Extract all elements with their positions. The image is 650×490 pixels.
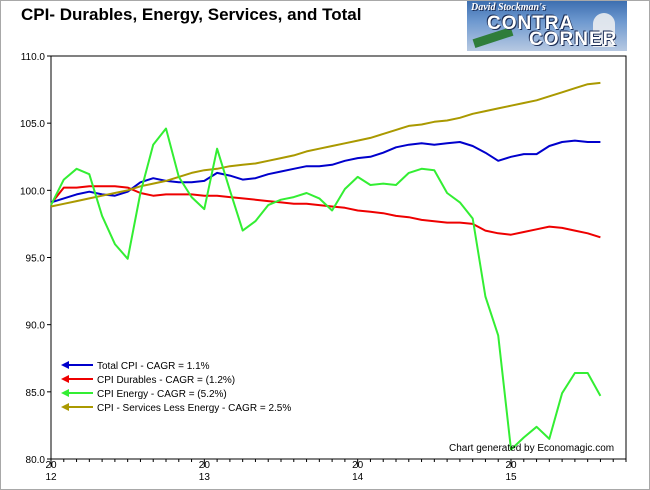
contra-corner-logo: David Stockman's CONTRA CORNER — [467, 1, 627, 51]
chart-title: CPI- Durables, Energy, Services, and Tot… — [21, 5, 362, 24]
legend-label-0: Total CPI - CAGR = 1.1% — [97, 361, 210, 372]
legend: Total CPI - CAGR = 1.1% CPI Durables - CA… — [61, 361, 291, 414]
legend-label-2: CPI Energy - CAGR = (5.2%) — [97, 389, 227, 400]
capitol-dome-icon — [593, 13, 615, 47]
x-tick-label-top: 20 — [45, 460, 57, 471]
logo-line1: CONTRA — [487, 13, 575, 34]
legend-arrow-icon — [61, 361, 69, 369]
x-tick-label-top: 20 — [352, 460, 364, 471]
y-axis: 80.0 85.0 90.0 95.0 100.0 105.0 110.0 — [20, 52, 51, 466]
y-tick-label: 80.0 — [26, 455, 46, 466]
legend-label-1: CPI Durables - CAGR = (1.2%) — [97, 375, 235, 386]
legend-label-3: CPI - Services Less Energy - CAGR = 2.5% — [97, 403, 291, 414]
y-tick-label: 95.0 — [26, 254, 46, 265]
y-tick-label: 85.0 — [26, 388, 46, 399]
y-tick-label: 105.0 — [20, 119, 45, 130]
y-tick-label: 90.0 — [26, 321, 46, 332]
plot-area — [50, 55, 627, 460]
x-tick-label-bottom: 12 — [45, 472, 57, 483]
x-tick-label-bottom: 13 — [199, 472, 211, 483]
y-tick-label: 110.0 — [21, 52, 46, 63]
legend-arrow-icon — [61, 389, 69, 397]
chart-credit: Chart generated by Economagic.com — [449, 443, 614, 454]
y-tick-label: 100.0 — [20, 186, 45, 197]
x-tick-label-top: 20 — [505, 460, 517, 471]
x-tick-label-bottom: 15 — [505, 472, 517, 483]
logo-top-text: David Stockman's — [471, 2, 546, 13]
legend-arrow-icon — [61, 375, 69, 383]
legend-arrow-icon — [61, 403, 69, 411]
x-tick-label-top: 20 — [199, 460, 211, 471]
x-tick-label-bottom: 14 — [352, 472, 364, 483]
series-lines — [50, 81, 602, 451]
logo-line2: CORNER — [529, 29, 618, 50]
series-line-2 — [50, 127, 602, 451]
